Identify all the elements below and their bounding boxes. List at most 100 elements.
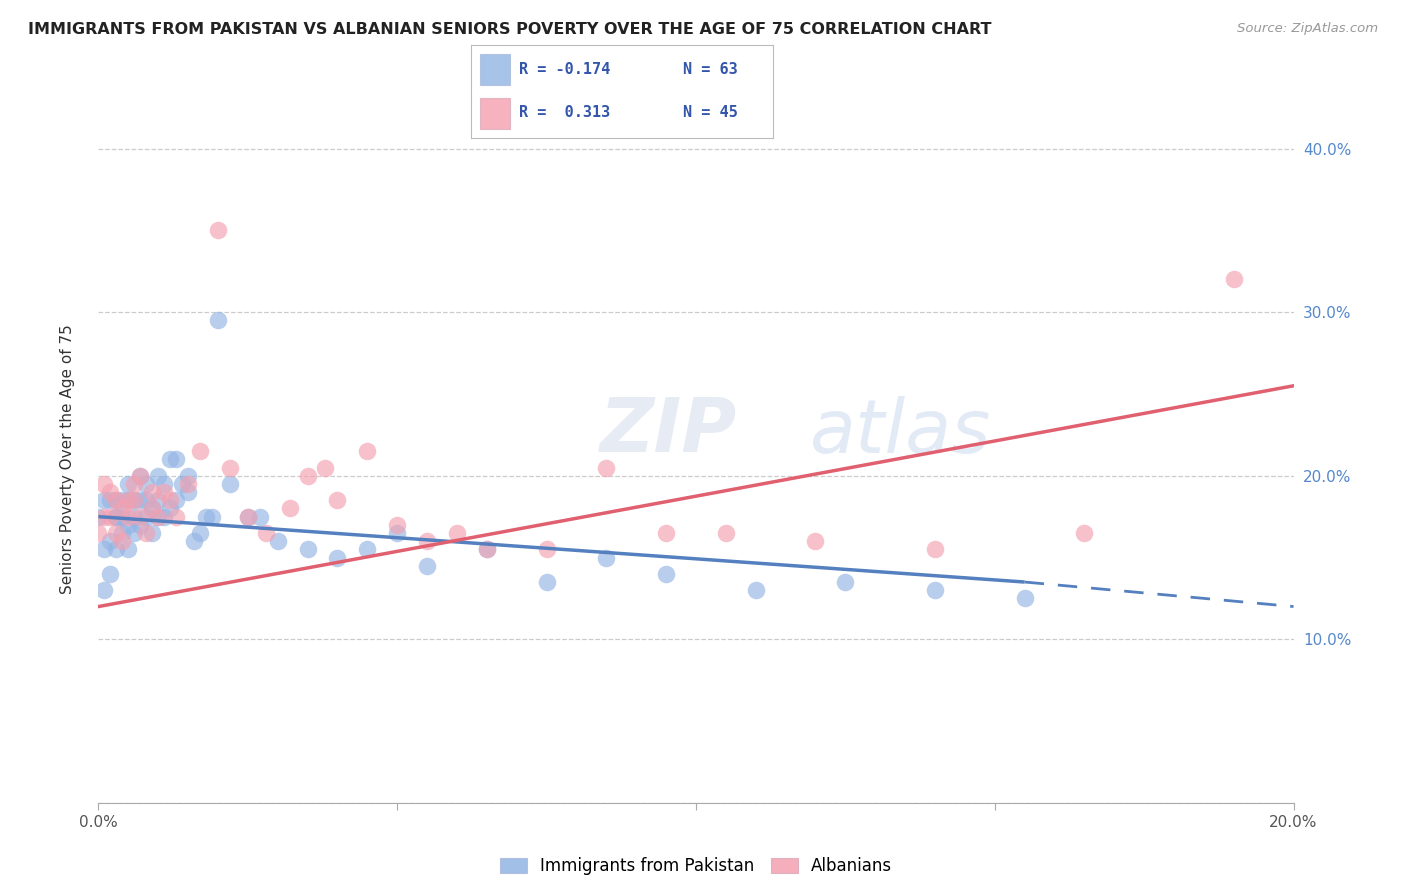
Point xyxy=(326,493,349,508)
Point xyxy=(129,493,152,508)
Point xyxy=(100,493,122,508)
FancyBboxPatch shape xyxy=(479,98,510,129)
Point xyxy=(236,509,259,524)
Point xyxy=(135,493,157,508)
Point xyxy=(100,485,122,500)
Point xyxy=(153,485,176,500)
Point xyxy=(924,583,946,598)
Point xyxy=(100,566,122,581)
Point xyxy=(159,501,181,516)
Point xyxy=(93,493,115,508)
Point xyxy=(141,501,163,516)
Point xyxy=(655,526,678,541)
Point xyxy=(141,501,163,516)
Point xyxy=(1073,526,1095,541)
Point xyxy=(124,493,146,508)
Point xyxy=(159,452,181,467)
Point xyxy=(165,493,187,508)
Point xyxy=(536,542,558,557)
Point xyxy=(93,509,115,524)
Point xyxy=(111,509,134,524)
Point xyxy=(105,509,128,524)
Point xyxy=(117,517,139,532)
Point xyxy=(93,542,115,557)
Text: R =  0.313: R = 0.313 xyxy=(519,105,610,120)
Point xyxy=(172,477,194,491)
Point xyxy=(124,509,146,524)
Point xyxy=(416,558,439,573)
Point xyxy=(745,583,768,598)
Point xyxy=(148,509,170,524)
Point xyxy=(148,509,170,524)
Point xyxy=(475,542,498,557)
Point xyxy=(834,575,856,590)
Point xyxy=(105,493,128,508)
Point xyxy=(124,477,146,491)
Point xyxy=(135,509,157,524)
Legend: Immigrants from Pakistan, Albanians: Immigrants from Pakistan, Albanians xyxy=(494,850,898,882)
Point xyxy=(219,460,242,475)
Point xyxy=(124,493,146,508)
Point xyxy=(655,566,678,581)
FancyBboxPatch shape xyxy=(479,54,510,85)
Text: N = 45: N = 45 xyxy=(683,105,737,120)
Point xyxy=(105,509,128,524)
Point xyxy=(249,509,271,524)
Point xyxy=(111,493,134,508)
Point xyxy=(129,509,152,524)
Point xyxy=(129,517,152,532)
Point xyxy=(135,526,157,541)
Point xyxy=(207,313,229,327)
Point xyxy=(105,493,128,508)
Point xyxy=(385,526,409,541)
Point xyxy=(416,534,439,549)
Point xyxy=(536,575,558,590)
Point xyxy=(111,534,134,549)
Point xyxy=(254,526,277,541)
Point xyxy=(135,477,157,491)
Point xyxy=(111,526,134,541)
Point xyxy=(356,542,378,557)
Point xyxy=(117,542,139,557)
Point xyxy=(124,526,146,541)
Point xyxy=(105,526,128,541)
Point xyxy=(153,509,176,524)
Point xyxy=(326,550,349,565)
Point xyxy=(87,526,110,541)
Point xyxy=(148,493,170,508)
Point xyxy=(1223,272,1246,286)
Point xyxy=(446,526,468,541)
Point xyxy=(475,542,498,557)
Point xyxy=(195,509,218,524)
Point xyxy=(129,468,152,483)
Point xyxy=(117,477,139,491)
Point xyxy=(93,477,115,491)
Point xyxy=(87,509,110,524)
Point xyxy=(297,542,319,557)
Point xyxy=(278,501,301,516)
Point xyxy=(385,517,409,532)
Point xyxy=(165,452,187,467)
Point xyxy=(129,468,152,483)
Point xyxy=(153,477,176,491)
Point xyxy=(183,534,205,549)
Point xyxy=(117,493,139,508)
Point xyxy=(100,534,122,549)
Point xyxy=(117,509,139,524)
Point xyxy=(297,468,319,483)
Point xyxy=(219,477,242,491)
Point xyxy=(804,534,827,549)
Point xyxy=(188,444,211,458)
Point xyxy=(595,460,617,475)
Point xyxy=(93,583,115,598)
Point xyxy=(177,485,200,500)
Text: IMMIGRANTS FROM PAKISTAN VS ALBANIAN SENIORS POVERTY OVER THE AGE OF 75 CORRELAT: IMMIGRANTS FROM PAKISTAN VS ALBANIAN SEN… xyxy=(28,22,991,37)
Point xyxy=(188,526,211,541)
Point xyxy=(924,542,946,557)
Point xyxy=(141,485,163,500)
Point xyxy=(207,223,229,237)
Point xyxy=(117,493,139,508)
Text: ZIP: ZIP xyxy=(600,395,738,468)
Text: R = -0.174: R = -0.174 xyxy=(519,62,610,78)
Point xyxy=(714,526,737,541)
